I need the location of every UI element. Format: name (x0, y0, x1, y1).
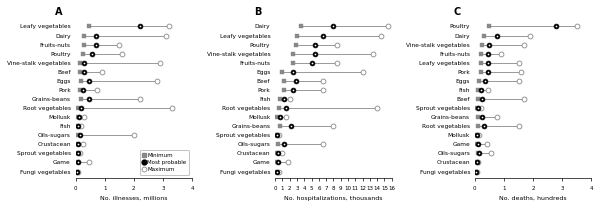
X-axis label: No. hospitalizations, thousands: No. hospitalizations, thousands (284, 196, 383, 201)
Text: B: B (254, 7, 262, 17)
Text: A: A (55, 7, 62, 17)
X-axis label: No. illnesses, millions: No. illnesses, millions (100, 196, 167, 201)
Text: C: C (454, 7, 461, 17)
Legend: Minimum, Most probable, Maximum: Minimum, Most probable, Maximum (140, 150, 189, 175)
X-axis label: No. deaths, hundreds: No. deaths, hundreds (499, 196, 567, 201)
